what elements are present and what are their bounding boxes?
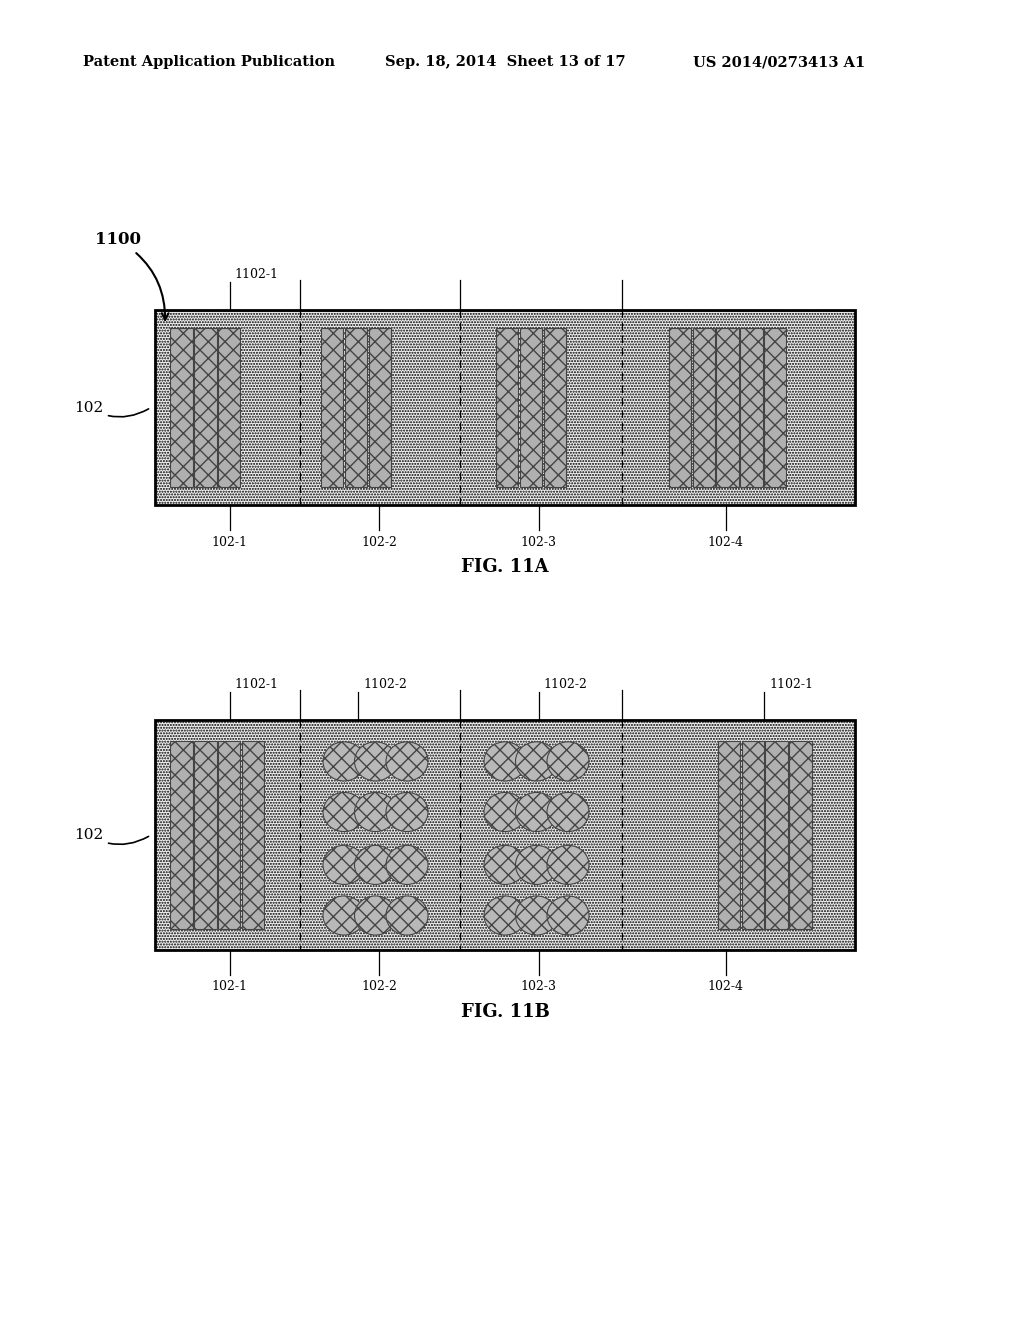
Ellipse shape [323, 792, 365, 832]
Ellipse shape [354, 896, 396, 935]
Bar [195, 741, 217, 929]
Bar [195, 327, 217, 487]
Ellipse shape [547, 845, 589, 884]
Ellipse shape [386, 742, 428, 781]
Bar [170, 327, 193, 487]
Text: 1102-1: 1102-1 [234, 268, 279, 281]
Ellipse shape [323, 896, 365, 935]
Text: 102-2: 102-2 [361, 536, 397, 549]
Bar [741, 741, 764, 929]
Bar [369, 327, 391, 487]
Bar [170, 741, 193, 929]
Bar [496, 327, 518, 487]
Text: 102: 102 [74, 400, 148, 417]
Text: 1102-1: 1102-1 [234, 678, 279, 692]
Bar [740, 327, 763, 487]
Bar [345, 327, 367, 487]
Bar [520, 327, 542, 487]
Ellipse shape [515, 792, 557, 832]
Ellipse shape [386, 792, 428, 832]
Bar [764, 327, 786, 487]
Text: US 2014/0273413 A1: US 2014/0273413 A1 [693, 55, 865, 69]
Ellipse shape [386, 896, 428, 935]
Bar [242, 741, 264, 929]
Ellipse shape [323, 742, 365, 781]
Text: 102-1: 102-1 [212, 536, 248, 549]
Bar [544, 327, 566, 487]
Ellipse shape [354, 792, 396, 832]
Bar [765, 741, 787, 929]
Text: FIG. 11A: FIG. 11A [461, 558, 549, 576]
Bar [790, 741, 812, 929]
Ellipse shape [386, 845, 428, 884]
Bar [717, 327, 738, 487]
Text: 102-4: 102-4 [708, 981, 743, 994]
Text: 102-4: 102-4 [708, 536, 743, 549]
Text: 102-3: 102-3 [520, 981, 557, 994]
Text: 1102-1: 1102-1 [769, 678, 813, 692]
Bar [155, 719, 855, 950]
Ellipse shape [354, 742, 396, 781]
Bar [321, 327, 343, 487]
Text: Sep. 18, 2014  Sheet 13 of 17: Sep. 18, 2014 Sheet 13 of 17 [385, 55, 626, 69]
Ellipse shape [547, 896, 589, 935]
Ellipse shape [515, 896, 557, 935]
Text: FIG. 11B: FIG. 11B [461, 1003, 550, 1020]
Bar [218, 741, 241, 929]
Text: 1102-2: 1102-2 [362, 678, 407, 692]
Ellipse shape [547, 792, 589, 832]
Text: 102-2: 102-2 [361, 981, 397, 994]
Bar [718, 741, 740, 929]
Bar [218, 327, 241, 487]
Ellipse shape [515, 742, 557, 781]
Ellipse shape [484, 845, 526, 884]
Ellipse shape [484, 792, 526, 832]
Text: 1102-2: 1102-2 [544, 678, 588, 692]
Ellipse shape [354, 845, 396, 884]
Bar [669, 327, 691, 487]
Ellipse shape [484, 742, 526, 781]
Bar [692, 327, 715, 487]
Ellipse shape [484, 896, 526, 935]
Ellipse shape [323, 845, 365, 884]
Text: 102-1: 102-1 [212, 981, 248, 994]
Text: 1100: 1100 [95, 231, 169, 319]
Text: Patent Application Publication: Patent Application Publication [83, 55, 335, 69]
Ellipse shape [515, 845, 557, 884]
Bar [155, 310, 855, 506]
Ellipse shape [547, 742, 589, 781]
Text: 102: 102 [74, 828, 148, 845]
Text: 102-3: 102-3 [520, 536, 557, 549]
